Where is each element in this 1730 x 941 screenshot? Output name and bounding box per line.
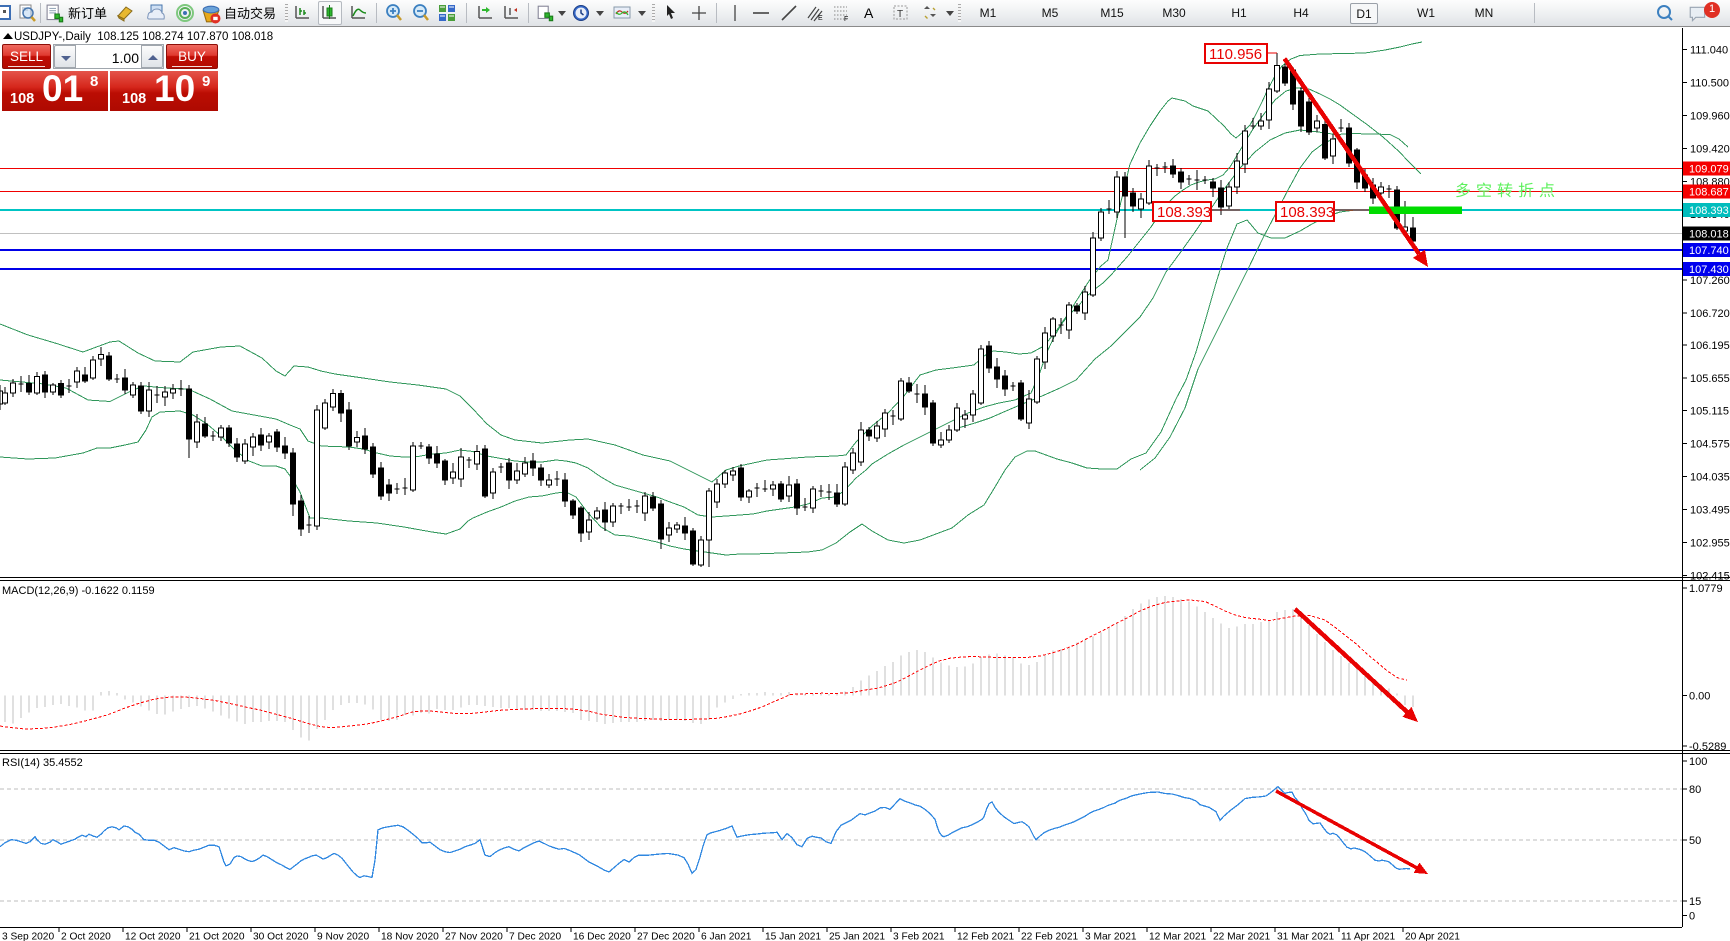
svg-text:T: T (897, 9, 903, 20)
svg-text:15: 15 (1689, 896, 1701, 908)
svg-text:11 Apr 2021: 11 Apr 2021 (1341, 932, 1396, 941)
svg-text:E: E (818, 15, 823, 22)
svg-text:25 Jan 2021: 25 Jan 2021 (829, 932, 885, 941)
svg-text:30 Oct 2020: 30 Oct 2020 (253, 932, 309, 941)
svg-text:12 Oct 2020: 12 Oct 2020 (125, 932, 181, 941)
svg-text:27 Nov 2020: 27 Nov 2020 (445, 932, 503, 941)
svg-text:100: 100 (1689, 756, 1707, 768)
svg-text:108.393: 108.393 (1689, 205, 1729, 217)
svg-text:31 Mar 2021: 31 Mar 2021 (1277, 932, 1335, 941)
svg-text:F: F (844, 16, 848, 22)
svg-text:16 Dec 2020: 16 Dec 2020 (573, 932, 631, 941)
svg-text:109.960: 109.960 (1690, 110, 1730, 122)
svg-text:80: 80 (1689, 784, 1701, 796)
svg-text:105.115: 105.115 (1690, 406, 1729, 418)
svg-text:109.079: 109.079 (1689, 164, 1729, 176)
svg-text:-0.5289: -0.5289 (1689, 741, 1726, 753)
svg-text:22 Mar 2021: 22 Mar 2021 (1213, 932, 1271, 941)
svg-text:106.195: 106.195 (1690, 340, 1730, 352)
svg-text:3 Mar 2021: 3 Mar 2021 (1085, 932, 1137, 941)
svg-text:RSI(14) 35.4552: RSI(14) 35.4552 (2, 757, 83, 769)
svg-text:108.687: 108.687 (1689, 187, 1729, 199)
svg-text:111.040: 111.040 (1690, 45, 1728, 57)
svg-text:6 Jan 2021: 6 Jan 2021 (701, 932, 752, 941)
svg-text:103.495: 103.495 (1690, 504, 1730, 516)
svg-text:107.430: 107.430 (1689, 264, 1729, 276)
svg-text:106.720: 106.720 (1690, 308, 1730, 320)
svg-text:50: 50 (1689, 835, 1701, 847)
svg-text:107.740: 107.740 (1689, 245, 1729, 257)
svg-text:108.393: 108.393 (1280, 204, 1334, 221)
svg-text:MACD(12,26,9) -0.1622 0.1159: MACD(12,26,9) -0.1622 0.1159 (2, 585, 155, 597)
svg-text:18 Nov 2020: 18 Nov 2020 (381, 932, 439, 941)
svg-text:12 Feb 2021: 12 Feb 2021 (957, 932, 1015, 941)
svg-text:108.018: 108.018 (1689, 229, 1729, 241)
svg-text:3 Sep 2020: 3 Sep 2020 (2, 932, 54, 941)
svg-text:22 Feb 2021: 22 Feb 2021 (1021, 932, 1079, 941)
svg-text:104.575: 104.575 (1690, 439, 1730, 451)
svg-text:108.393: 108.393 (1157, 204, 1211, 221)
svg-text:102.955: 102.955 (1690, 537, 1730, 549)
svg-text:2 Oct 2020: 2 Oct 2020 (61, 932, 111, 941)
svg-text:102.415: 102.415 (1690, 570, 1730, 582)
svg-text:15 Jan 2021: 15 Jan 2021 (765, 932, 821, 941)
svg-text:27 Dec 2020: 27 Dec 2020 (637, 932, 695, 941)
svg-text:1.0779: 1.0779 (1689, 583, 1723, 595)
svg-text:110.956: 110.956 (1209, 46, 1262, 63)
svg-text:20 Apr 2021: 20 Apr 2021 (1405, 932, 1460, 941)
svg-text:9 Nov 2020: 9 Nov 2020 (317, 932, 369, 941)
svg-text:12 Mar 2021: 12 Mar 2021 (1149, 932, 1207, 941)
svg-text:110.500: 110.500 (1690, 78, 1729, 90)
svg-text:105.655: 105.655 (1690, 373, 1730, 385)
svg-text:109.420: 109.420 (1690, 143, 1730, 155)
svg-text:7 Dec 2020: 7 Dec 2020 (509, 932, 561, 941)
svg-text:107.260: 107.260 (1690, 275, 1730, 287)
svg-text:0: 0 (1689, 911, 1695, 923)
svg-text:21 Oct 2020: 21 Oct 2020 (189, 932, 245, 941)
svg-text:104.035: 104.035 (1690, 472, 1730, 484)
svg-text:3 Feb 2021: 3 Feb 2021 (893, 932, 945, 941)
svg-text:0.00: 0.00 (1689, 691, 1710, 703)
